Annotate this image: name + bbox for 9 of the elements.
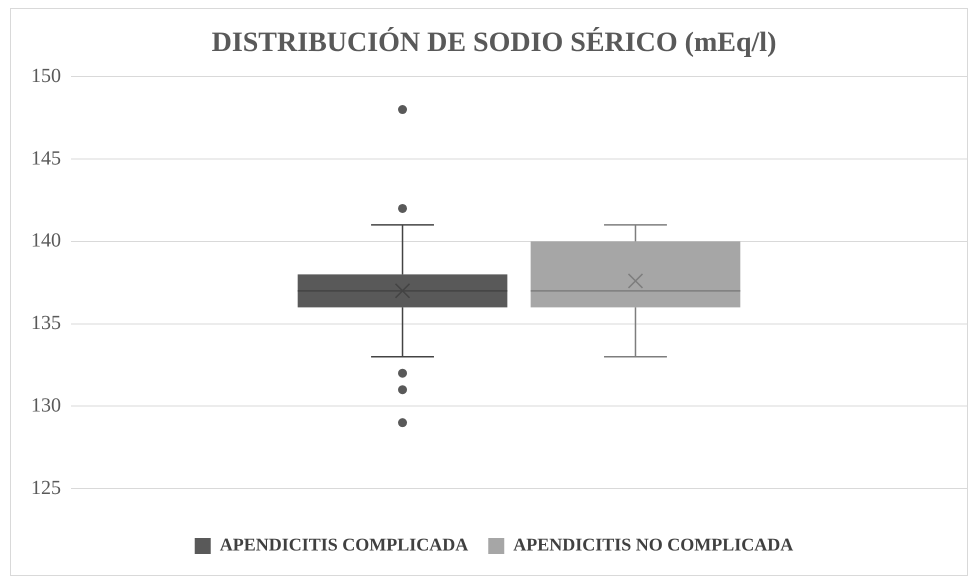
legend-label: APENDICITIS COMPLICADA [220, 534, 468, 555]
y-tick-label: 130 [31, 394, 61, 416]
y-tick-label: 125 [31, 476, 61, 499]
legend-label: APENDICITIS NO COMPLICADA [513, 534, 794, 555]
y-tick-label: 140 [31, 230, 61, 252]
y-tick-label: 150 [31, 64, 61, 87]
y-tick-label: 135 [31, 312, 61, 334]
y-tick-label: 145 [31, 147, 61, 170]
chart-title: DISTRIBUCIÓN DE SODIO SÉRICO (mEq/l) [212, 26, 776, 58]
